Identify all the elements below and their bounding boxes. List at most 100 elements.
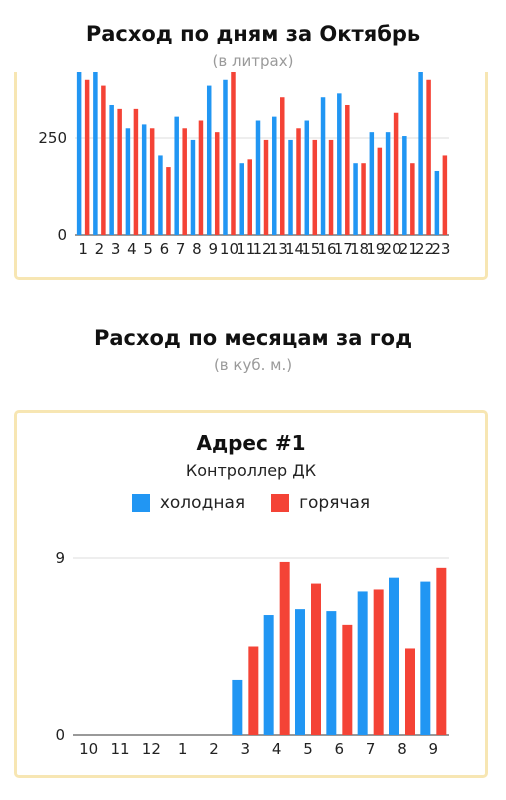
daily-bar-hot [296, 128, 301, 235]
daily-bar-hot [312, 139, 318, 235]
daily-bar-cold [434, 170, 440, 235]
daily-bar-cold [223, 79, 228, 235]
daily-x-tick-label: 7 [176, 240, 186, 258]
monthly-x-tick-label: 2 [209, 740, 219, 758]
controller-subtitle: Контроллер ДК [185, 461, 317, 480]
monthly-bar-hot [311, 583, 321, 735]
daily-bar-cold [353, 163, 358, 235]
daily-bar-hot [263, 139, 269, 235]
daily-x-tick-label: 23 [431, 240, 450, 258]
daily-bar-hot [280, 97, 285, 235]
daily-bar-hot [182, 128, 187, 235]
daily-bar-hot [377, 147, 383, 235]
daily-x-tick-label: 19 [366, 240, 385, 258]
daily-x-tick-label: 14 [285, 240, 304, 258]
monthly-x-tick-label: 7 [366, 740, 376, 758]
daily-bar-hot [101, 85, 106, 235]
daily-y-tick-label: 0 [57, 226, 67, 244]
monthly-x-tick-label: 4 [272, 740, 282, 758]
daily-bar-cold [337, 93, 342, 235]
daily-bar-hot [328, 139, 334, 235]
daily-x-tick-label: 22 [415, 240, 434, 258]
daily-y-tick-label: 250 [38, 129, 67, 147]
daily-bar-cold [174, 116, 179, 235]
daily-x-tick-label: 17 [334, 240, 353, 258]
monthly-chart-card: Адрес #1 Контроллер ДК холодная горячая … [14, 410, 488, 778]
daily-bar-hot [247, 159, 252, 235]
monthly-chart-title: Расход по месяцам за год [93, 326, 413, 350]
daily-bar-hot [166, 167, 171, 235]
daily-x-tick-label: 21 [399, 240, 418, 258]
monthly-bar-hot [405, 648, 415, 735]
monthly-x-tick-label: 8 [397, 740, 407, 758]
daily-bar-cold [239, 163, 244, 235]
daily-x-tick-label: 2 [95, 240, 105, 258]
daily-x-tick-label: 9 [208, 240, 218, 258]
legend-item-hot[interactable]: горячая [271, 493, 370, 513]
monthly-bar-cold [263, 615, 274, 735]
monthly-bar-cold [295, 609, 305, 735]
daily-x-tick-label: 18 [350, 240, 369, 258]
legend-label-cold: холодная [159, 493, 246, 513]
monthly-y-tick-label: 9 [55, 549, 65, 567]
daily-bar-cold [288, 139, 293, 235]
monthly-x-tick-label: 11 [110, 740, 129, 758]
daily-bar-cold [369, 132, 375, 235]
daily-bar-hot [410, 163, 415, 235]
address-title: Адрес #1 [196, 431, 306, 455]
daily-bar-hot [442, 155, 448, 235]
daily-bar-hot [393, 112, 399, 235]
monthly-chart-subtitle: (в куб. м.) [213, 356, 293, 374]
monthly-bar-hot [373, 589, 384, 735]
monthly-x-tick-label: 6 [335, 740, 345, 758]
monthly-x-tick-label: 5 [303, 740, 313, 758]
daily-bar-cold [206, 85, 212, 235]
daily-bar-cold [141, 124, 147, 235]
daily-bar-cold [109, 104, 114, 235]
daily-x-tick-label: 6 [160, 240, 170, 258]
daily-bar-cold [158, 155, 163, 235]
legend-swatch-cold [131, 494, 150, 512]
legend-item-cold[interactable]: холодная [131, 493, 246, 513]
daily-bar-hot [133, 108, 139, 235]
daily-bar-cold [76, 72, 82, 235]
daily-bar-hot [345, 104, 350, 235]
daily-bar-hot [198, 120, 204, 235]
monthly-x-tick-label: 9 [429, 740, 439, 758]
daily-x-tick-label: 10 [220, 240, 239, 258]
daily-bar-cold [190, 139, 196, 235]
daily-x-tick-label: 15 [301, 240, 320, 258]
daily-chart-subtitle: (в литрах) [212, 52, 294, 70]
daily-bar-hot [361, 163, 366, 235]
monthly-bar-cold [420, 581, 431, 735]
daily-bar-cold [304, 120, 310, 235]
monthly-bar-hot [436, 567, 447, 735]
monthly-x-tick-label: 1 [178, 740, 188, 758]
daily-x-tick-label: 5 [143, 240, 153, 258]
monthly-x-tick-label: 10 [79, 740, 98, 758]
daily-x-tick-label: 13 [269, 240, 288, 258]
monthly-bar-hot [342, 624, 353, 735]
legend-label-hot: горячая [299, 493, 371, 513]
daily-x-tick-label: 11 [236, 240, 255, 258]
daily-x-tick-label: 20 [383, 240, 402, 258]
daily-bar-cold [255, 120, 261, 235]
monthly-bar-cold [389, 577, 399, 735]
monthly-bar-hot [248, 646, 259, 735]
monthly-bar-cold [357, 591, 368, 735]
monthly-bar-cold [326, 611, 337, 735]
daily-x-tick-label: 1 [78, 240, 88, 258]
daily-bar-cold [418, 72, 423, 235]
daily-x-tick-label: 8 [192, 240, 202, 258]
daily-bar-cold [93, 72, 98, 235]
daily-chart-card: 0 250 1 2 3 4 5 6 7 8 9 10 11 12 13 14 15 16 17 18 19 20 21 22 2… [14, 72, 488, 280]
daily-x-tick-label: 12 [252, 240, 271, 258]
daily-x-tick-label: 3 [111, 240, 121, 258]
daily-bar-hot [117, 108, 122, 235]
monthly-y-tick-label: 0 [55, 726, 65, 744]
daily-bar-hot [426, 79, 431, 235]
daily-x-tick-label: 4 [127, 240, 137, 258]
daily-bar-hot [149, 128, 155, 235]
